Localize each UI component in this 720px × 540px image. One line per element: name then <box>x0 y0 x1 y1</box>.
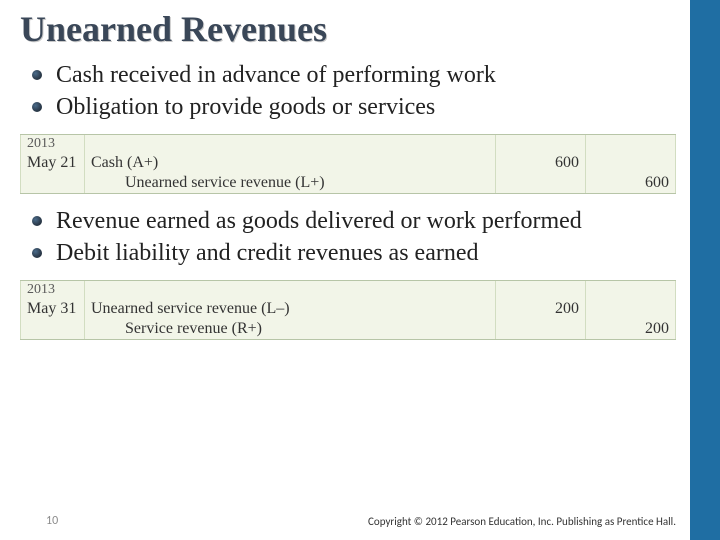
journal-debit: 600 <box>496 153 586 173</box>
bullet-item: Obligation to provide goods or services <box>20 92 676 122</box>
page-number: 10 <box>20 514 58 528</box>
journal-entry-1: 2013 May 21 Cash (A+) 600 Unearned servi… <box>20 134 676 194</box>
journal-year: 2013 <box>21 281 85 299</box>
journal-entry-2: 2013 May 31 Unearned service revenue (L–… <box>20 280 676 340</box>
journal-account: Service revenue (R+) <box>85 319 496 339</box>
bullet-list-mid: Revenue earned as goods delivered or wor… <box>20 206 676 270</box>
journal-year: 2013 <box>21 135 85 153</box>
slide: Unearned Revenues Cash received in advan… <box>0 0 720 540</box>
slide-footer: 10 Copyright © 2012 Pearson Education, I… <box>20 514 676 528</box>
slide-sidebar-accent <box>690 0 720 540</box>
journal-account: Unearned service revenue (L–) <box>85 299 496 319</box>
slide-content: Unearned Revenues Cash received in advan… <box>0 0 690 540</box>
journal-account: Unearned service revenue (L+) <box>85 173 496 193</box>
journal-credit: 200 <box>586 319 676 339</box>
bullet-item: Debit liability and credit revenues as e… <box>20 238 676 268</box>
journal-date: May 31 <box>21 299 85 319</box>
journal-credit: 600 <box>586 173 676 193</box>
bullet-item: Revenue earned as goods delivered or wor… <box>20 206 676 236</box>
slide-title: Unearned Revenues <box>20 8 676 50</box>
bullet-list-top: Cash received in advance of performing w… <box>20 60 676 124</box>
journal-debit: 200 <box>496 299 586 319</box>
journal-date: May 21 <box>21 153 85 173</box>
bullet-item: Cash received in advance of performing w… <box>20 60 676 90</box>
copyright-text: Copyright © 2012 Pearson Education, Inc.… <box>368 515 676 528</box>
journal-account: Cash (A+) <box>85 153 496 173</box>
